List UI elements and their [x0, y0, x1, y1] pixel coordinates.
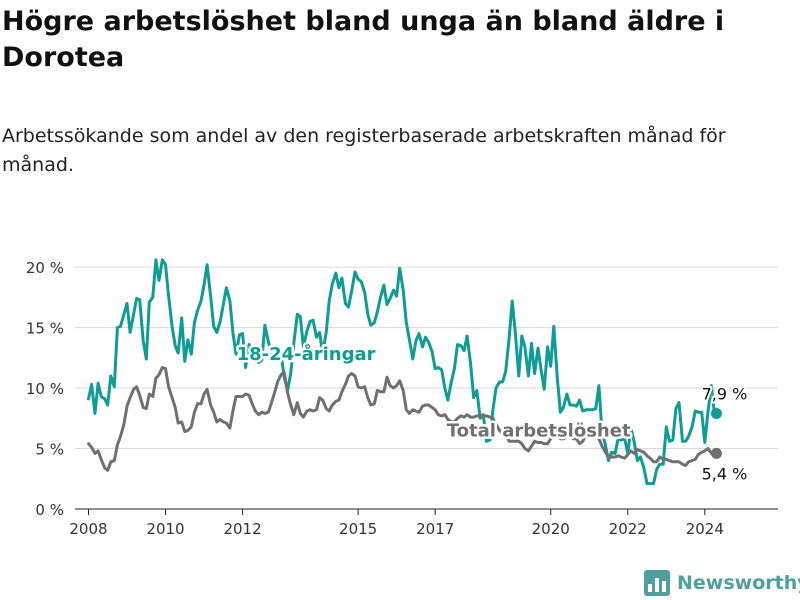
- x-tick-label: 2024: [686, 520, 724, 538]
- series-labels: 18-24-åringar Total arbetslöshet 7,9 % 5,4 …: [234, 341, 749, 486]
- end-point-youth: [710, 407, 722, 419]
- end-point-total: [710, 447, 722, 459]
- series-lines: [87, 258, 722, 486]
- series-line-total: [87, 366, 716, 472]
- grid-lines: [75, 266, 778, 510]
- end-label-total: 5,4 %: [702, 464, 748, 483]
- x-axis: 2008 2010 2012 2015 2017 2020 2022 2024: [69, 509, 724, 538]
- series-label-total: Total arbetslöshet: [447, 420, 631, 441]
- brand-name: Newsworthy: [677, 572, 800, 594]
- y-tick-label: 5 %: [35, 441, 64, 459]
- brand-logo: Newsworthy: [644, 568, 800, 598]
- series-line-youth: [87, 258, 716, 486]
- x-tick-label: 2022: [609, 520, 647, 538]
- chart-subtitle: Arbetssökande som andel av den registerb…: [2, 125, 726, 176]
- y-tick-label: 0 %: [35, 501, 64, 519]
- x-tick-label: 2008: [69, 520, 107, 538]
- x-tick-label: 2012: [223, 520, 261, 538]
- y-tick-label: 15 %: [26, 320, 64, 338]
- y-tick-label: 20 %: [26, 259, 64, 277]
- y-axis: 0 % 5 % 10 % 15 % 20 %: [26, 259, 64, 519]
- bar-chart-logo-icon: [644, 570, 670, 596]
- x-tick-label: 2010: [146, 520, 184, 538]
- x-tick-label: 2015: [339, 520, 377, 538]
- y-tick-label: 10 %: [26, 380, 64, 398]
- series-label-youth: 18-24-åringar: [237, 343, 376, 365]
- x-tick-label: 2017: [416, 520, 454, 538]
- page-title: Högre arbetslöshet bland unga än bland ä…: [2, 6, 725, 73]
- x-tick-label: 2020: [532, 520, 570, 538]
- end-label-youth: 7,9 %: [702, 384, 748, 403]
